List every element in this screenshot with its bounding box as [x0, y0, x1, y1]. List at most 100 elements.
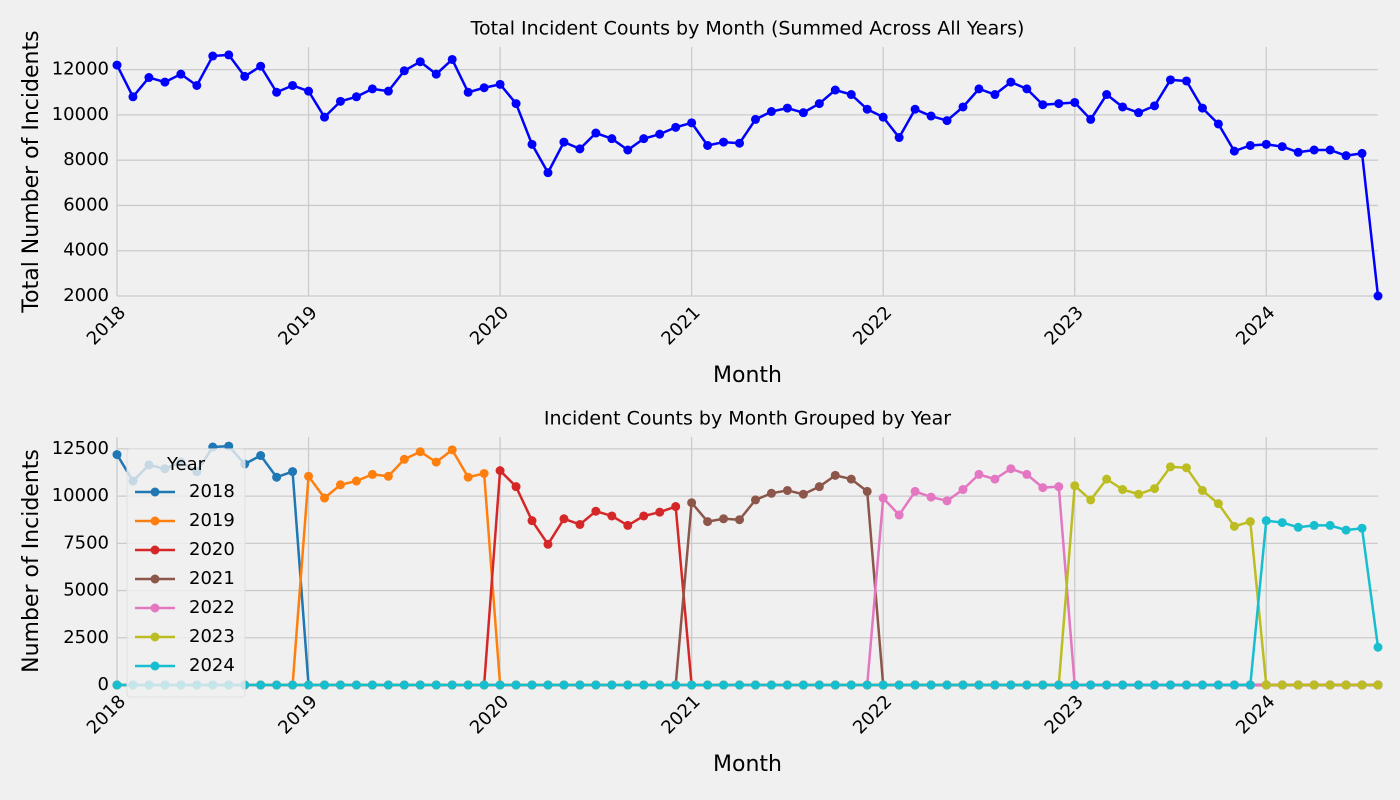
data-point — [814, 680, 824, 690]
y-tick-label: 12500 — [52, 438, 109, 459]
data-point — [431, 69, 441, 79]
data-point — [750, 680, 760, 690]
data-point — [511, 99, 521, 109]
data-point — [782, 680, 792, 690]
data-point — [1293, 522, 1303, 532]
data-point — [671, 122, 681, 132]
data-point — [1070, 97, 1080, 107]
data-point — [543, 539, 553, 549]
data-point — [1022, 469, 1032, 479]
data-point — [351, 92, 361, 102]
legend-label: 2019 — [189, 510, 235, 531]
data-point — [1134, 680, 1144, 690]
data-point — [1102, 90, 1112, 100]
data-point — [1357, 148, 1367, 158]
data-point — [288, 680, 298, 690]
data-point — [1118, 485, 1128, 495]
data-point — [304, 471, 314, 481]
legend-label: 2021 — [189, 568, 235, 589]
data-point — [974, 469, 984, 479]
data-point — [431, 457, 441, 467]
data-point — [766, 680, 776, 690]
data-point — [766, 107, 776, 117]
y-tick-label: 5000 — [63, 580, 109, 601]
y-tick-label: 2000 — [63, 285, 109, 306]
data-point — [511, 482, 521, 492]
data-point — [1070, 680, 1080, 690]
data-point — [878, 493, 888, 503]
data-point — [942, 116, 952, 126]
data-point — [112, 450, 122, 460]
data-point — [383, 86, 393, 96]
data-point — [591, 506, 601, 516]
legend-label: 2020 — [189, 539, 235, 560]
data-point — [495, 79, 505, 89]
data-point — [1054, 680, 1064, 690]
data-point — [208, 51, 218, 61]
data-point — [320, 493, 330, 503]
y-tick-label: 10000 — [52, 104, 109, 125]
data-point — [399, 454, 409, 464]
data-point — [1054, 482, 1064, 492]
data-point — [1341, 151, 1351, 161]
data-point — [351, 680, 361, 690]
data-point — [1357, 523, 1367, 533]
data-point — [862, 680, 872, 690]
data-point — [256, 451, 266, 461]
data-point — [687, 118, 697, 128]
data-point — [304, 680, 314, 690]
data-point — [687, 680, 697, 690]
data-point — [814, 99, 824, 109]
data-point — [926, 680, 936, 690]
data-point — [926, 492, 936, 502]
data-point — [192, 80, 202, 90]
chart-title: Incident Counts by Month Grouped by Year — [544, 408, 951, 430]
data-point — [463, 680, 473, 690]
data-point — [1022, 680, 1032, 690]
data-point — [862, 104, 872, 114]
data-point — [1229, 146, 1239, 156]
data-point — [240, 71, 250, 81]
data-point — [1181, 463, 1191, 473]
y-tick-label: 8000 — [63, 149, 109, 170]
y-tick-label: 10000 — [52, 485, 109, 506]
data-point — [1150, 484, 1160, 494]
y-tick-label: 4000 — [63, 240, 109, 261]
data-point — [256, 61, 266, 71]
data-point — [320, 680, 330, 690]
data-point — [910, 486, 920, 496]
data-point — [272, 472, 282, 482]
legend-label: 2022 — [189, 597, 235, 618]
data-point — [846, 90, 856, 100]
data-point — [559, 137, 569, 147]
data-point — [288, 467, 298, 477]
data-point — [830, 85, 840, 95]
data-point — [750, 114, 760, 124]
data-point — [320, 112, 330, 122]
data-point — [750, 495, 760, 505]
data-point — [1102, 680, 1112, 690]
data-point — [974, 680, 984, 690]
data-point — [128, 92, 138, 102]
data-point — [415, 680, 425, 690]
data-point — [671, 680, 681, 690]
data-point — [415, 57, 425, 67]
data-point — [735, 515, 745, 525]
data-point — [1165, 462, 1175, 472]
data-point — [447, 54, 457, 64]
data-point — [846, 680, 856, 690]
data-point — [1357, 680, 1367, 690]
data-point — [623, 680, 633, 690]
data-point — [575, 144, 585, 154]
data-point — [639, 134, 649, 144]
data-point — [894, 510, 904, 520]
data-point — [862, 486, 872, 496]
data-point — [1277, 518, 1287, 528]
y-tick-label: 6000 — [63, 194, 109, 215]
data-point — [639, 680, 649, 690]
data-point — [719, 680, 729, 690]
legend-label: 2023 — [189, 626, 235, 647]
data-point — [1197, 103, 1207, 113]
data-point — [591, 680, 601, 690]
data-point — [463, 87, 473, 97]
